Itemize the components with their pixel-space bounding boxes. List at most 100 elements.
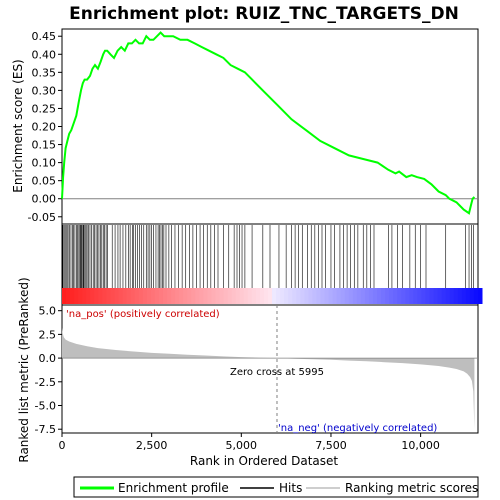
legend-entry-enrichment: Enrichment profile bbox=[118, 481, 229, 495]
gradient-segment bbox=[280, 288, 285, 304]
gradient-segment bbox=[211, 288, 216, 304]
gradient-segment bbox=[364, 288, 370, 304]
es-tick-label: 0.45 bbox=[32, 30, 57, 43]
gradient-segment bbox=[389, 288, 394, 304]
gradient-segment bbox=[74, 288, 79, 304]
gradient-segment bbox=[150, 288, 156, 304]
x-tick-label: 10,000 bbox=[401, 439, 440, 452]
es-tick-label: -0.05 bbox=[28, 211, 56, 224]
gradient-segment bbox=[195, 288, 200, 304]
gradient-segment bbox=[239, 288, 245, 304]
gradient-segment bbox=[86, 288, 91, 304]
ranked-tick-label: -2.5 bbox=[35, 376, 56, 389]
ranking-metric-area bbox=[62, 327, 475, 430]
gradient-segment bbox=[70, 288, 75, 304]
chart-title: Enrichment plot: RUIZ_TNC_TARGETS_DN bbox=[69, 4, 459, 24]
gradient-segment bbox=[90, 288, 95, 304]
gradient-segment bbox=[138, 288, 144, 304]
es-tick-label: 0.25 bbox=[32, 102, 57, 115]
ranked-panel-frame bbox=[61, 304, 479, 434]
gradient-segment bbox=[328, 288, 334, 304]
es-tick-label: 0.40 bbox=[32, 48, 57, 61]
gradient-segment bbox=[465, 288, 471, 304]
gradient-segment bbox=[110, 288, 115, 304]
gradient-segment bbox=[449, 288, 455, 304]
gradient-segment bbox=[191, 288, 196, 304]
gradient-segment bbox=[332, 288, 338, 304]
gradient-segment bbox=[154, 288, 160, 304]
gradient-segment bbox=[106, 288, 111, 304]
gradient-segment bbox=[183, 288, 188, 304]
gradient-segment bbox=[134, 288, 140, 304]
gradient-segment bbox=[219, 288, 225, 304]
gradient-segment bbox=[469, 288, 475, 304]
gradient-segment bbox=[187, 288, 192, 304]
es-tick-label: 0.05 bbox=[32, 175, 57, 188]
gradient-segment bbox=[284, 288, 289, 304]
gradient-segment bbox=[251, 288, 257, 304]
gradient-segment bbox=[457, 288, 463, 304]
gradient-segment bbox=[372, 288, 378, 304]
es-tick-label: 0.15 bbox=[32, 139, 57, 152]
gradient-segment bbox=[433, 288, 439, 304]
pos-label: 'na_pos' (positively correlated) bbox=[66, 309, 220, 320]
gradient-segment bbox=[381, 288, 386, 304]
gradient-segment bbox=[352, 288, 358, 304]
gradient-segment bbox=[473, 288, 479, 304]
gradient-segment bbox=[413, 288, 418, 304]
gradient-segment bbox=[223, 288, 229, 304]
gradient-segment bbox=[66, 288, 71, 304]
enrichment-profile-line bbox=[61, 31, 476, 215]
gradient-segment bbox=[122, 288, 128, 304]
es-tick-label: 0.10 bbox=[32, 157, 57, 170]
gradient-segment bbox=[231, 288, 237, 304]
es-tick-label: 0.30 bbox=[32, 84, 57, 97]
gradient-segment bbox=[130, 288, 136, 304]
gradient-segment bbox=[425, 288, 430, 304]
es-tick-label: 0.00 bbox=[32, 193, 57, 206]
gradient-segment bbox=[312, 288, 317, 304]
gradient-segment bbox=[336, 288, 342, 304]
zero-cross-label: Zero cross at 5995 bbox=[230, 367, 324, 378]
x-axis: 0 2,500 5,000 7,500 10,000 bbox=[59, 433, 440, 452]
gradient-segment bbox=[385, 288, 390, 304]
gradient-segment bbox=[445, 288, 451, 304]
x-axis-label: Rank in Ordered Dataset bbox=[190, 454, 338, 468]
gradient-segment bbox=[82, 288, 87, 304]
rank-gradient-bar bbox=[62, 288, 483, 304]
gradient-segment bbox=[175, 288, 180, 304]
gradient-segment bbox=[118, 288, 124, 304]
x-tick-label: 0 bbox=[59, 439, 66, 452]
gradient-segment bbox=[393, 288, 398, 304]
gradient-segment bbox=[179, 288, 184, 304]
gradient-segment bbox=[296, 288, 301, 304]
neg-label: 'na_neg' (negatively correlated) bbox=[278, 423, 437, 434]
gradient-segment bbox=[259, 288, 265, 304]
gradient-segment bbox=[453, 288, 459, 304]
gradient-segment bbox=[316, 288, 321, 304]
gradient-segment bbox=[356, 288, 362, 304]
gradient-segment bbox=[304, 288, 309, 304]
legend-entry-ranking: Ranking metric scores bbox=[345, 481, 478, 495]
ranked-tick-label: 0.0 bbox=[39, 352, 57, 365]
gradient-segment bbox=[126, 288, 132, 304]
gradient-segment bbox=[62, 288, 67, 304]
gradient-segment bbox=[207, 288, 212, 304]
gradient-segment bbox=[344, 288, 350, 304]
gradient-segment bbox=[94, 288, 99, 304]
gradient-segment bbox=[409, 288, 414, 304]
gradient-segment bbox=[263, 288, 269, 304]
gradient-segment bbox=[360, 288, 366, 304]
gradient-segment bbox=[146, 288, 152, 304]
es-panel-frame bbox=[61, 28, 479, 225]
gradient-segment bbox=[401, 288, 406, 304]
x-tick-label: 5,000 bbox=[226, 439, 258, 452]
gradient-segment bbox=[324, 288, 330, 304]
ranked-panel: 5.0 2.5 0.0 -2.5 -5.0 -7.5 bbox=[35, 305, 478, 436]
ranked-tick-label: 2.5 bbox=[39, 328, 57, 341]
gradient-segment bbox=[215, 288, 220, 304]
legend-box bbox=[73, 476, 479, 498]
gradient-segment bbox=[167, 288, 172, 304]
gradient-segment bbox=[255, 288, 261, 304]
